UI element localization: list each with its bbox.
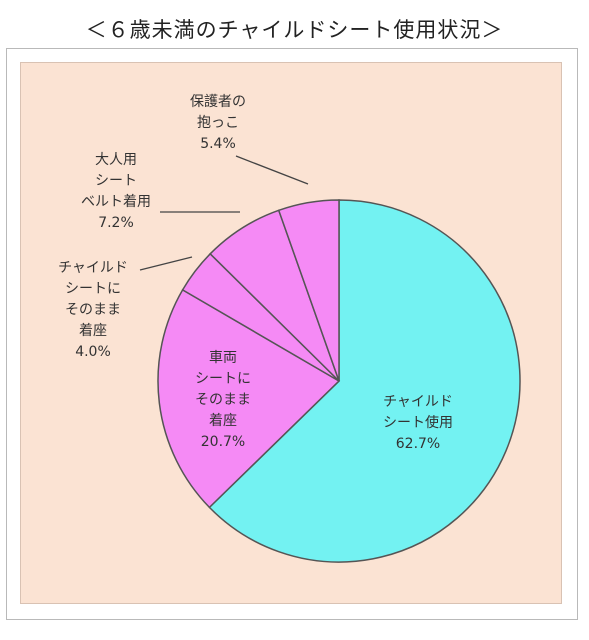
slice-value-label: 7.2% — [98, 215, 134, 231]
slice-label-line: 保護者の — [190, 94, 246, 110]
slice-label-vehicle-seat: 車両シートにそのまま着座 20.7% — [195, 348, 251, 453]
slice-label-adult-seatbelt: 大人用シートベルト着用 7.2% — [81, 150, 151, 234]
slice-value-label: 20.7% — [200, 434, 246, 450]
pie-slice-child-seat-used — [208, 199, 521, 563]
slice-value-label: 4.0% — [75, 344, 111, 360]
slice-label-line: そのまま — [195, 392, 251, 408]
slice-label-line: 抱っこ — [197, 115, 239, 131]
slice-label-line: 大人用 — [95, 152, 137, 168]
slice-label-line: チャイルド — [58, 260, 128, 276]
slice-label-child-seat-unbuckled: チャイルドシートにそのまま着座 4.0% — [58, 258, 128, 363]
slice-label-line: シート — [95, 173, 137, 189]
slice-label-line: シート使用 — [383, 415, 453, 431]
slice-label-line: 着座 — [79, 323, 107, 339]
slice-label-line: 着座 — [209, 413, 237, 429]
slice-label-line: 車両 — [209, 350, 237, 366]
slice-value-label: 62.7% — [395, 436, 441, 452]
leader-line-parent-holding — [235, 155, 309, 185]
pie-slice-vehicle-seat — [157, 288, 341, 509]
slice-value-label: 5.4% — [200, 136, 236, 152]
slice-label-line: シートに — [65, 281, 121, 297]
slice-label-line: ベルト着用 — [81, 194, 151, 210]
chart-title: ＜６歳未満のチャイルドシート使用状況＞ — [85, 18, 504, 42]
leader-line-child-seat-unbuckled — [139, 256, 193, 271]
slice-label-parent-holding: 保護者の抱っこ 5.4% — [190, 92, 246, 155]
slice-label-line: シートに — [195, 371, 251, 387]
slice-label-line: チャイルド — [383, 394, 453, 410]
slice-label-child-seat-used: チャイルドシート使用 62.7% — [383, 392, 453, 455]
pie-slice-parent-holding — [277, 199, 340, 382]
slice-label-line: そのまま — [65, 302, 121, 318]
